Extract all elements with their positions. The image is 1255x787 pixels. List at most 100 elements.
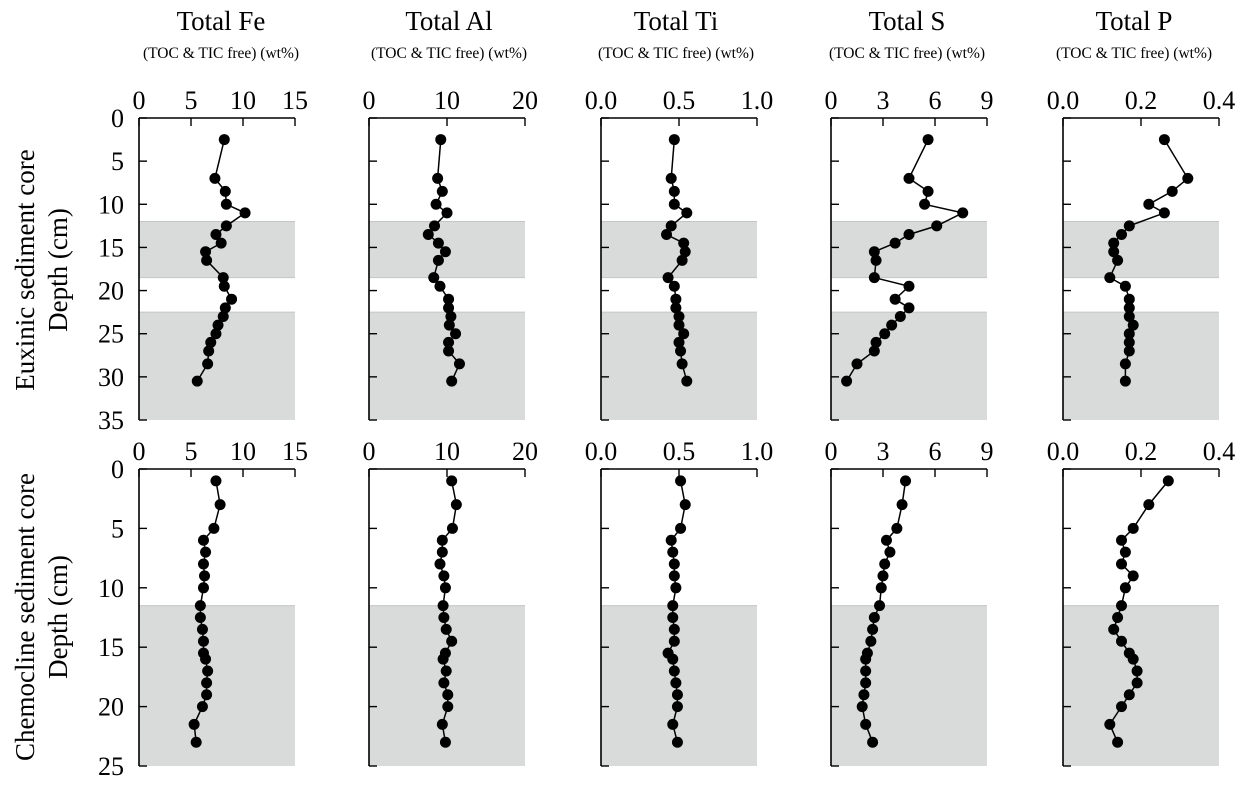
euxinic-panel-ti: 0.0 0.5 1.0 xyxy=(585,86,773,421)
data-point xyxy=(194,600,206,612)
shaded-band xyxy=(369,312,525,420)
data-point xyxy=(679,499,691,511)
data-point xyxy=(1116,600,1127,612)
data-point xyxy=(443,293,455,305)
data-point xyxy=(429,220,441,232)
euxinic-ytick-label: 35 xyxy=(98,406,124,435)
subtitle-fe: (TOC & TIC free) (wt%) xyxy=(143,45,299,62)
data-point xyxy=(665,220,677,232)
data-point xyxy=(1123,310,1135,322)
x-tick-label: 15 xyxy=(282,437,308,466)
title-ti: Total Ti xyxy=(634,6,718,36)
data-point xyxy=(1123,302,1135,314)
data-point xyxy=(1131,665,1143,677)
data-point xyxy=(1119,280,1131,292)
data-point xyxy=(1112,736,1124,748)
data-point xyxy=(868,345,880,357)
x-tick-label: 0.2 xyxy=(1125,437,1158,466)
data-point xyxy=(870,254,882,266)
shaded-band xyxy=(831,605,987,766)
data-point xyxy=(210,475,222,487)
data-point xyxy=(668,665,680,677)
data-point xyxy=(200,546,212,558)
data-point xyxy=(1143,499,1155,511)
chemocline-ytick-label: 5 xyxy=(111,514,124,543)
data-point xyxy=(670,582,682,594)
data-point xyxy=(851,358,863,370)
data-point xyxy=(673,310,685,322)
data-point xyxy=(1108,246,1120,258)
x-tick-label: 6 xyxy=(929,437,942,466)
x-tick-label: 10 xyxy=(230,437,256,466)
x-tick-label: 0.4 xyxy=(1203,86,1236,115)
data-point xyxy=(197,635,209,647)
x-tick-label: 10 xyxy=(230,86,256,115)
chemocline-panel-p: 0.0 0.2 0.4 xyxy=(1047,437,1235,767)
data-point xyxy=(668,185,680,197)
data-point xyxy=(865,635,877,647)
euxinic-panel-p: 0.0 0.2 0.4 xyxy=(1047,86,1236,421)
data-point xyxy=(239,207,251,219)
data-point xyxy=(868,246,880,258)
title-s: Total S xyxy=(869,6,946,36)
data-point xyxy=(671,736,683,748)
data-point xyxy=(675,522,687,534)
data-point xyxy=(208,522,220,534)
chemocline-panel-s: 0 3 6 9 xyxy=(825,437,994,767)
data-point xyxy=(210,228,222,240)
data-point xyxy=(437,600,449,612)
data-point xyxy=(217,310,229,322)
data-point xyxy=(667,600,679,612)
data-point xyxy=(671,689,683,701)
data-point xyxy=(436,185,448,197)
data-point xyxy=(439,246,451,258)
data-point xyxy=(891,522,903,534)
data-point xyxy=(667,653,679,665)
data-point xyxy=(214,499,226,511)
chemocline-ylabel-line2: Depth (cm) xyxy=(43,555,73,679)
data-point xyxy=(446,635,458,647)
data-point xyxy=(1166,185,1178,197)
data-point xyxy=(432,254,444,266)
chemocline-ytick-label: 25 xyxy=(98,752,124,781)
euxinic-ylabel-line2: Depth (cm) xyxy=(43,208,73,332)
data-point xyxy=(439,736,451,748)
euxinic-ytick-label: 25 xyxy=(98,320,124,349)
data-point xyxy=(667,546,679,558)
data-point xyxy=(667,612,679,623)
data-point xyxy=(438,612,450,623)
data-point xyxy=(1123,689,1135,701)
data-point xyxy=(1116,701,1127,713)
data-point xyxy=(446,522,458,534)
data-point xyxy=(436,546,448,558)
title-fe: Total Fe xyxy=(177,6,266,36)
data-point xyxy=(668,134,680,146)
euxinic-ytick-label: 10 xyxy=(98,190,124,219)
data-point xyxy=(675,345,687,357)
x-tick-label: 0.5 xyxy=(663,86,696,115)
data-point xyxy=(199,570,211,582)
x-tick-label: 0 xyxy=(363,437,376,466)
data-point xyxy=(443,302,455,314)
data-point xyxy=(676,254,688,266)
title-p: Total P xyxy=(1096,6,1173,36)
data-point xyxy=(896,499,908,511)
data-point xyxy=(1116,635,1127,647)
subtitle-s: (TOC & TIC free) (wt%) xyxy=(829,45,985,62)
x-tick-label: 0.5 xyxy=(663,437,696,466)
data-point xyxy=(1127,522,1139,534)
data-point xyxy=(442,689,454,701)
data-point xyxy=(1127,319,1139,331)
data-point xyxy=(671,701,683,713)
data-point xyxy=(441,207,453,219)
data-point xyxy=(681,375,693,387)
data-point xyxy=(670,293,682,305)
x-tick-label: 0.0 xyxy=(1047,86,1080,115)
x-tick-label: 9 xyxy=(981,437,994,466)
data-point xyxy=(670,677,682,689)
data-point xyxy=(450,499,462,511)
data-point xyxy=(675,475,687,487)
x-tick-label: 0.0 xyxy=(1047,437,1080,466)
data-point xyxy=(877,570,889,582)
